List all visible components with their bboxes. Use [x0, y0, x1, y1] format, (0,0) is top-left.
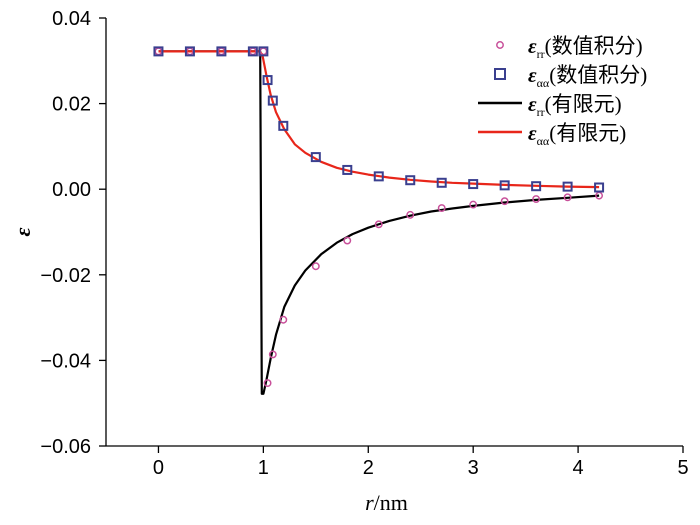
series-line-rr_fem — [158, 50, 600, 395]
x-tick-label: 4 — [573, 457, 584, 479]
data-point-rr_numeric — [406, 210, 415, 219]
legend-subscript: rr — [537, 47, 545, 61]
legend-text: (有限元) — [549, 121, 626, 145]
y-tick-label: −0.06 — [40, 436, 91, 458]
x-axis-title-unit: /nm — [374, 490, 408, 515]
legend-subscript: αα — [537, 134, 550, 148]
y-axis-title: ε — [10, 227, 35, 236]
data-point-aa_numeric — [436, 177, 447, 188]
y-tick-label: 0.04 — [52, 8, 91, 30]
legend-label: εrr(数值积分) — [528, 34, 643, 61]
data-point-aa_numeric — [405, 175, 416, 186]
x-tick-label: 3 — [468, 457, 479, 479]
data-point-rr_numeric — [374, 220, 383, 229]
data-point-aa_numeric — [499, 180, 510, 191]
legend-marker-square — [494, 68, 506, 80]
data-point-aa_numeric — [468, 179, 479, 190]
legend-label: εrr(有限元) — [528, 92, 622, 119]
data-point-rr_numeric — [311, 262, 320, 271]
legend-subscript: αα — [537, 76, 550, 90]
data-point-rr_numeric — [279, 315, 288, 324]
x-tick-label: 2 — [363, 457, 374, 479]
legend-text: (数值积分) — [545, 34, 643, 58]
data-point-aa_numeric — [531, 181, 542, 192]
legend-symbol: ε — [528, 63, 537, 87]
data-point-aa_numeric — [184, 46, 195, 57]
data-point-rr_numeric — [469, 200, 478, 209]
data-point-rr_numeric — [563, 193, 572, 202]
y-tick-label: −0.04 — [40, 350, 91, 372]
y-tick-label: 0.02 — [52, 94, 91, 116]
data-point-rr_numeric — [268, 350, 277, 359]
legend-text: (有限元) — [545, 92, 622, 116]
data-point-aa_numeric — [278, 120, 289, 131]
legend-symbol: ε — [528, 121, 537, 145]
y-tick-label: −0.02 — [40, 265, 91, 287]
data-point-rr_numeric — [343, 236, 352, 245]
data-point-aa_numeric — [562, 181, 573, 192]
data-point-aa_numeric — [594, 182, 605, 193]
data-point-aa_numeric — [310, 152, 321, 163]
x-tick-label: 5 — [677, 457, 688, 479]
legend-label: εαα(数值积分) — [528, 63, 647, 90]
data-point-aa_numeric — [373, 171, 384, 182]
data-point-aa_numeric — [247, 46, 258, 57]
data-point-rr_numeric — [532, 195, 541, 203]
legend: εrr(数值积分)εαα(数值积分)εrr(有限元)εαα(有限元) — [478, 34, 647, 148]
data-point-aa_numeric — [342, 164, 353, 175]
legend-label: εαα(有限元) — [528, 121, 626, 148]
data-point-aa_numeric — [216, 46, 227, 57]
legend-symbol: ε — [528, 92, 537, 116]
legend-marker-circle — [496, 41, 504, 49]
x-tick-label: 1 — [258, 457, 269, 479]
y-tick-label: 0.00 — [52, 179, 91, 201]
legend-symbol: ε — [528, 34, 537, 58]
x-axis-title-var: r — [365, 490, 374, 515]
series-line-aa_fem — [158, 50, 600, 189]
legend-subscript: rr — [537, 105, 545, 119]
axes: 0 1 2 3 4 5 0.04 0.02 0.00 −0.02 −0.04 −0.06 ε r/nm — [10, 8, 689, 515]
data-point-aa_numeric — [267, 95, 278, 106]
data-point-aa_numeric — [153, 46, 164, 57]
x-axis-title: r/nm — [365, 490, 408, 515]
data-point-aa_numeric — [258, 46, 269, 57]
data-point-aa_numeric — [262, 75, 273, 86]
x-tick-label: 0 — [153, 457, 164, 479]
plot-area — [153, 46, 605, 395]
data-point-rr_numeric — [500, 197, 509, 206]
data-point-rr_numeric — [263, 379, 272, 388]
data-point-rr_numeric — [437, 204, 446, 212]
legend-text: (数值积分) — [549, 63, 647, 87]
